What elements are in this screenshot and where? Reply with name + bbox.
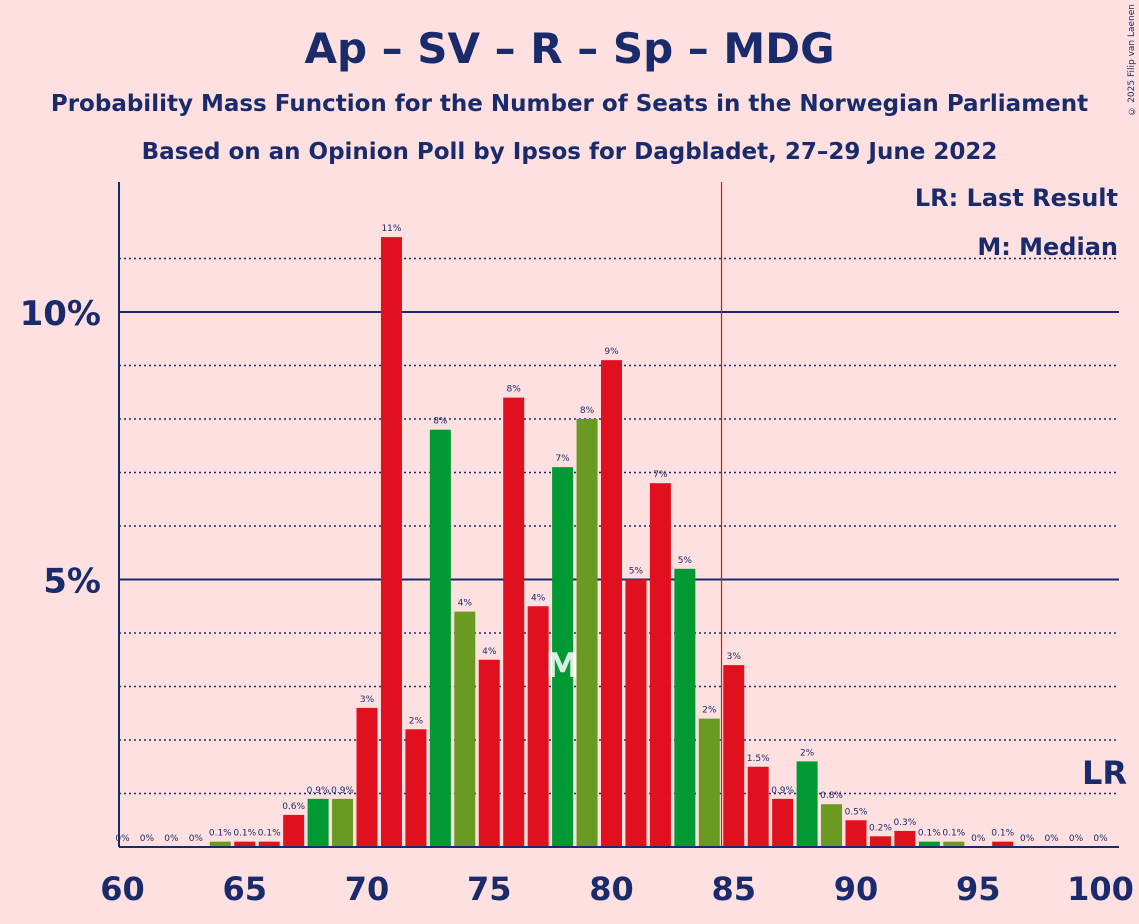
bar xyxy=(649,483,671,847)
bar xyxy=(943,841,965,847)
bar xyxy=(698,718,720,847)
bar xyxy=(747,766,769,847)
bar xyxy=(258,841,280,847)
bar xyxy=(601,360,622,847)
x-tick-label: 70 xyxy=(345,870,390,908)
bar xyxy=(894,830,916,847)
data-label: 5% xyxy=(678,556,693,566)
x-tick-label: 80 xyxy=(589,870,634,908)
data-label: 4% xyxy=(458,599,473,609)
bar xyxy=(380,237,402,848)
data-label: 8% xyxy=(580,406,595,416)
y-tick-label: 5% xyxy=(43,562,101,602)
data-label: 0.2% xyxy=(869,823,892,833)
data-label: 0% xyxy=(1093,834,1108,844)
data-label: 0% xyxy=(1069,834,1084,844)
bar xyxy=(821,804,843,847)
bar xyxy=(918,841,940,847)
legend-last-result: LR: Last Result xyxy=(914,184,1118,212)
data-label: 0.1% xyxy=(991,829,1014,839)
bar xyxy=(625,579,647,847)
data-label: 7% xyxy=(653,470,668,480)
bar xyxy=(429,429,451,847)
data-label: 3% xyxy=(727,652,742,662)
data-label: 4% xyxy=(482,647,497,657)
bar xyxy=(552,467,574,847)
bar xyxy=(405,729,427,847)
data-label: 0.8% xyxy=(820,791,843,801)
bar xyxy=(356,707,378,847)
chart-subtitle: Probability Mass Function for the Number… xyxy=(50,91,1089,117)
bar xyxy=(209,841,231,847)
x-tick-label: 60 xyxy=(100,870,145,908)
data-label: 0% xyxy=(140,834,155,844)
data-label: 4% xyxy=(531,593,546,603)
median-marker: M xyxy=(546,646,580,686)
data-label: 0% xyxy=(189,834,204,844)
data-label: 0% xyxy=(1044,834,1059,844)
data-label: 2% xyxy=(409,716,424,726)
y-tick-label: 10% xyxy=(20,294,101,334)
data-label: 8% xyxy=(507,385,522,395)
data-label: 0% xyxy=(971,834,986,844)
data-label: 0.9% xyxy=(331,786,354,796)
data-label: 0.3% xyxy=(893,818,916,828)
bar xyxy=(576,419,598,847)
chart-title: Ap – SV – R – Sp – MDG xyxy=(304,24,835,73)
x-tick-label: 75 xyxy=(467,870,512,908)
data-label: 7% xyxy=(555,454,570,464)
legend-median: M: Median xyxy=(977,233,1118,261)
data-label: 0.1% xyxy=(258,829,281,839)
x-tick-label: 85 xyxy=(711,870,756,908)
bar xyxy=(454,611,476,847)
bar xyxy=(796,761,818,847)
bar xyxy=(234,841,256,847)
data-label: 1.5% xyxy=(747,754,770,764)
data-label: 0.1% xyxy=(233,829,256,839)
data-label: 2% xyxy=(800,748,815,758)
data-label: 0.1% xyxy=(209,829,232,839)
data-label: 8% xyxy=(433,417,448,427)
bar xyxy=(992,841,1014,847)
x-tick-label: 65 xyxy=(222,870,267,908)
data-label: 0.1% xyxy=(918,829,941,839)
bar xyxy=(307,798,329,847)
x-tick-label: 100 xyxy=(1067,870,1134,908)
data-label: 0.1% xyxy=(942,829,965,839)
bar xyxy=(723,665,745,847)
bar xyxy=(527,606,549,847)
bar xyxy=(772,798,794,847)
bar xyxy=(503,397,525,847)
last-result-marker: LR xyxy=(1081,754,1127,792)
data-label: 0% xyxy=(1020,834,1035,844)
data-label: 0.5% xyxy=(845,807,868,817)
data-label: 0.9% xyxy=(771,786,794,796)
bar xyxy=(845,820,867,847)
bar xyxy=(674,568,696,847)
data-label: 9% xyxy=(604,347,619,357)
data-label: 0% xyxy=(164,834,179,844)
data-label: 5% xyxy=(629,567,644,577)
bar xyxy=(869,836,891,847)
bar xyxy=(332,798,354,847)
chart-subtitle-source: Based on an Opinion Poll by Ipsos for Da… xyxy=(141,139,998,165)
bar xyxy=(478,659,500,847)
data-label: 11% xyxy=(381,224,401,234)
data-label: 3% xyxy=(360,695,375,705)
x-tick-label: 90 xyxy=(834,870,879,908)
data-label: 0.9% xyxy=(307,786,330,796)
data-label: 0.6% xyxy=(282,802,305,812)
data-label: 2% xyxy=(702,706,717,716)
x-tick-label: 95 xyxy=(956,870,1001,908)
bar xyxy=(283,814,305,847)
data-label: 0% xyxy=(115,834,130,844)
